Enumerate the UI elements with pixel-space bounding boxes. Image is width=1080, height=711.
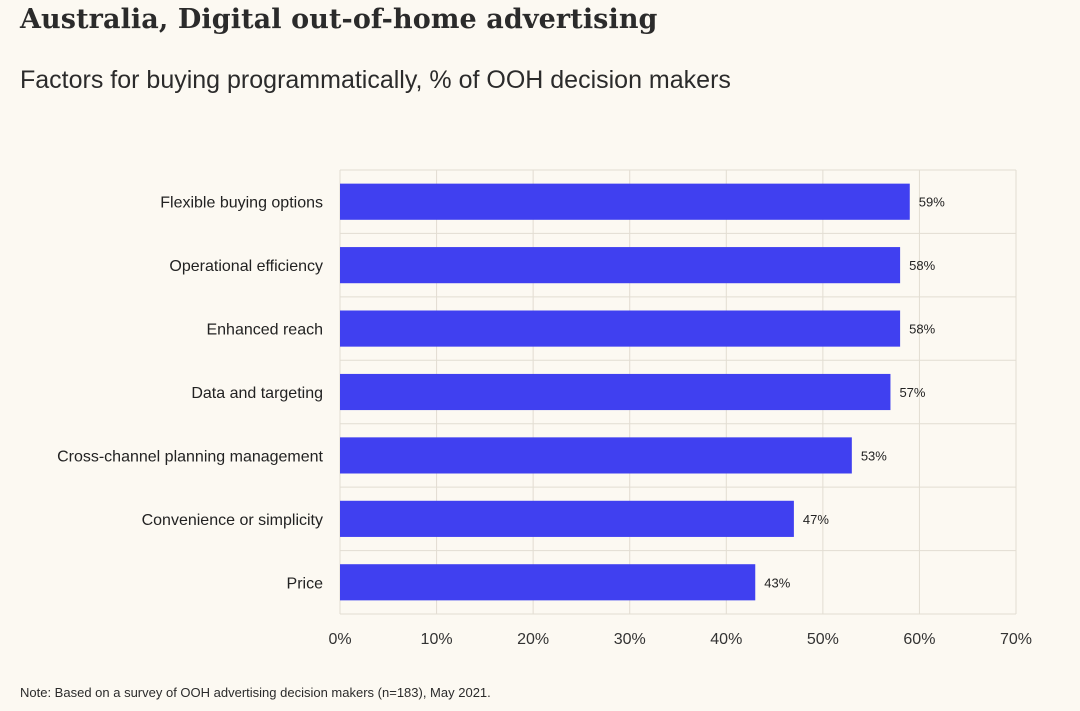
chart-title: Australia, Digital out-of-home advertisi…	[20, 4, 658, 35]
footnote: Note: Based on a survey of OOH advertisi…	[20, 685, 491, 700]
bar	[340, 247, 901, 284]
category-label: Price	[287, 575, 324, 592]
data-label: 58%	[909, 322, 935, 337]
data-label: 47%	[803, 512, 829, 527]
bar	[340, 437, 852, 474]
labels: 0% 10% 20% 30% 40% 50% 60% 70% Flexible buying o…	[57, 195, 1032, 648]
category-label: Enhanced reach	[206, 322, 323, 339]
bar	[340, 564, 756, 601]
bars	[340, 183, 910, 601]
category-label: Convenience or simplicity	[142, 512, 323, 529]
x-tick-label: 20%	[517, 631, 549, 648]
x-tick-label: 60%	[903, 631, 935, 648]
data-label: 53%	[861, 448, 887, 463]
data-label: 59%	[919, 195, 945, 210]
category-label: Data and targeting	[191, 385, 323, 402]
bar	[340, 310, 901, 347]
data-label: 58%	[909, 258, 935, 273]
gridlines	[339, 169, 1017, 615]
bar	[340, 500, 794, 537]
x-tick-label: 30%	[614, 631, 646, 648]
bar	[340, 373, 891, 411]
x-tick-label: 0%	[328, 631, 351, 648]
category-label: Cross-channel planning management	[57, 448, 323, 465]
bar-chart: 0% 10% 20% 30% 40% 50% 60% 70% Flexible buying o…	[57, 169, 1032, 648]
data-label: 57%	[899, 385, 925, 400]
x-tick-label: 70%	[1000, 631, 1032, 648]
bar	[340, 183, 910, 220]
chart-subtitle: Factors for buying programmatically, % o…	[20, 66, 731, 94]
data-label: 43%	[764, 575, 790, 590]
category-label: Flexible buying options	[160, 195, 323, 212]
x-tick-label: 50%	[807, 631, 839, 648]
x-tick-label: 10%	[421, 631, 453, 648]
x-tick-label: 40%	[710, 631, 742, 648]
category-label: Operational efficiency	[169, 258, 323, 275]
